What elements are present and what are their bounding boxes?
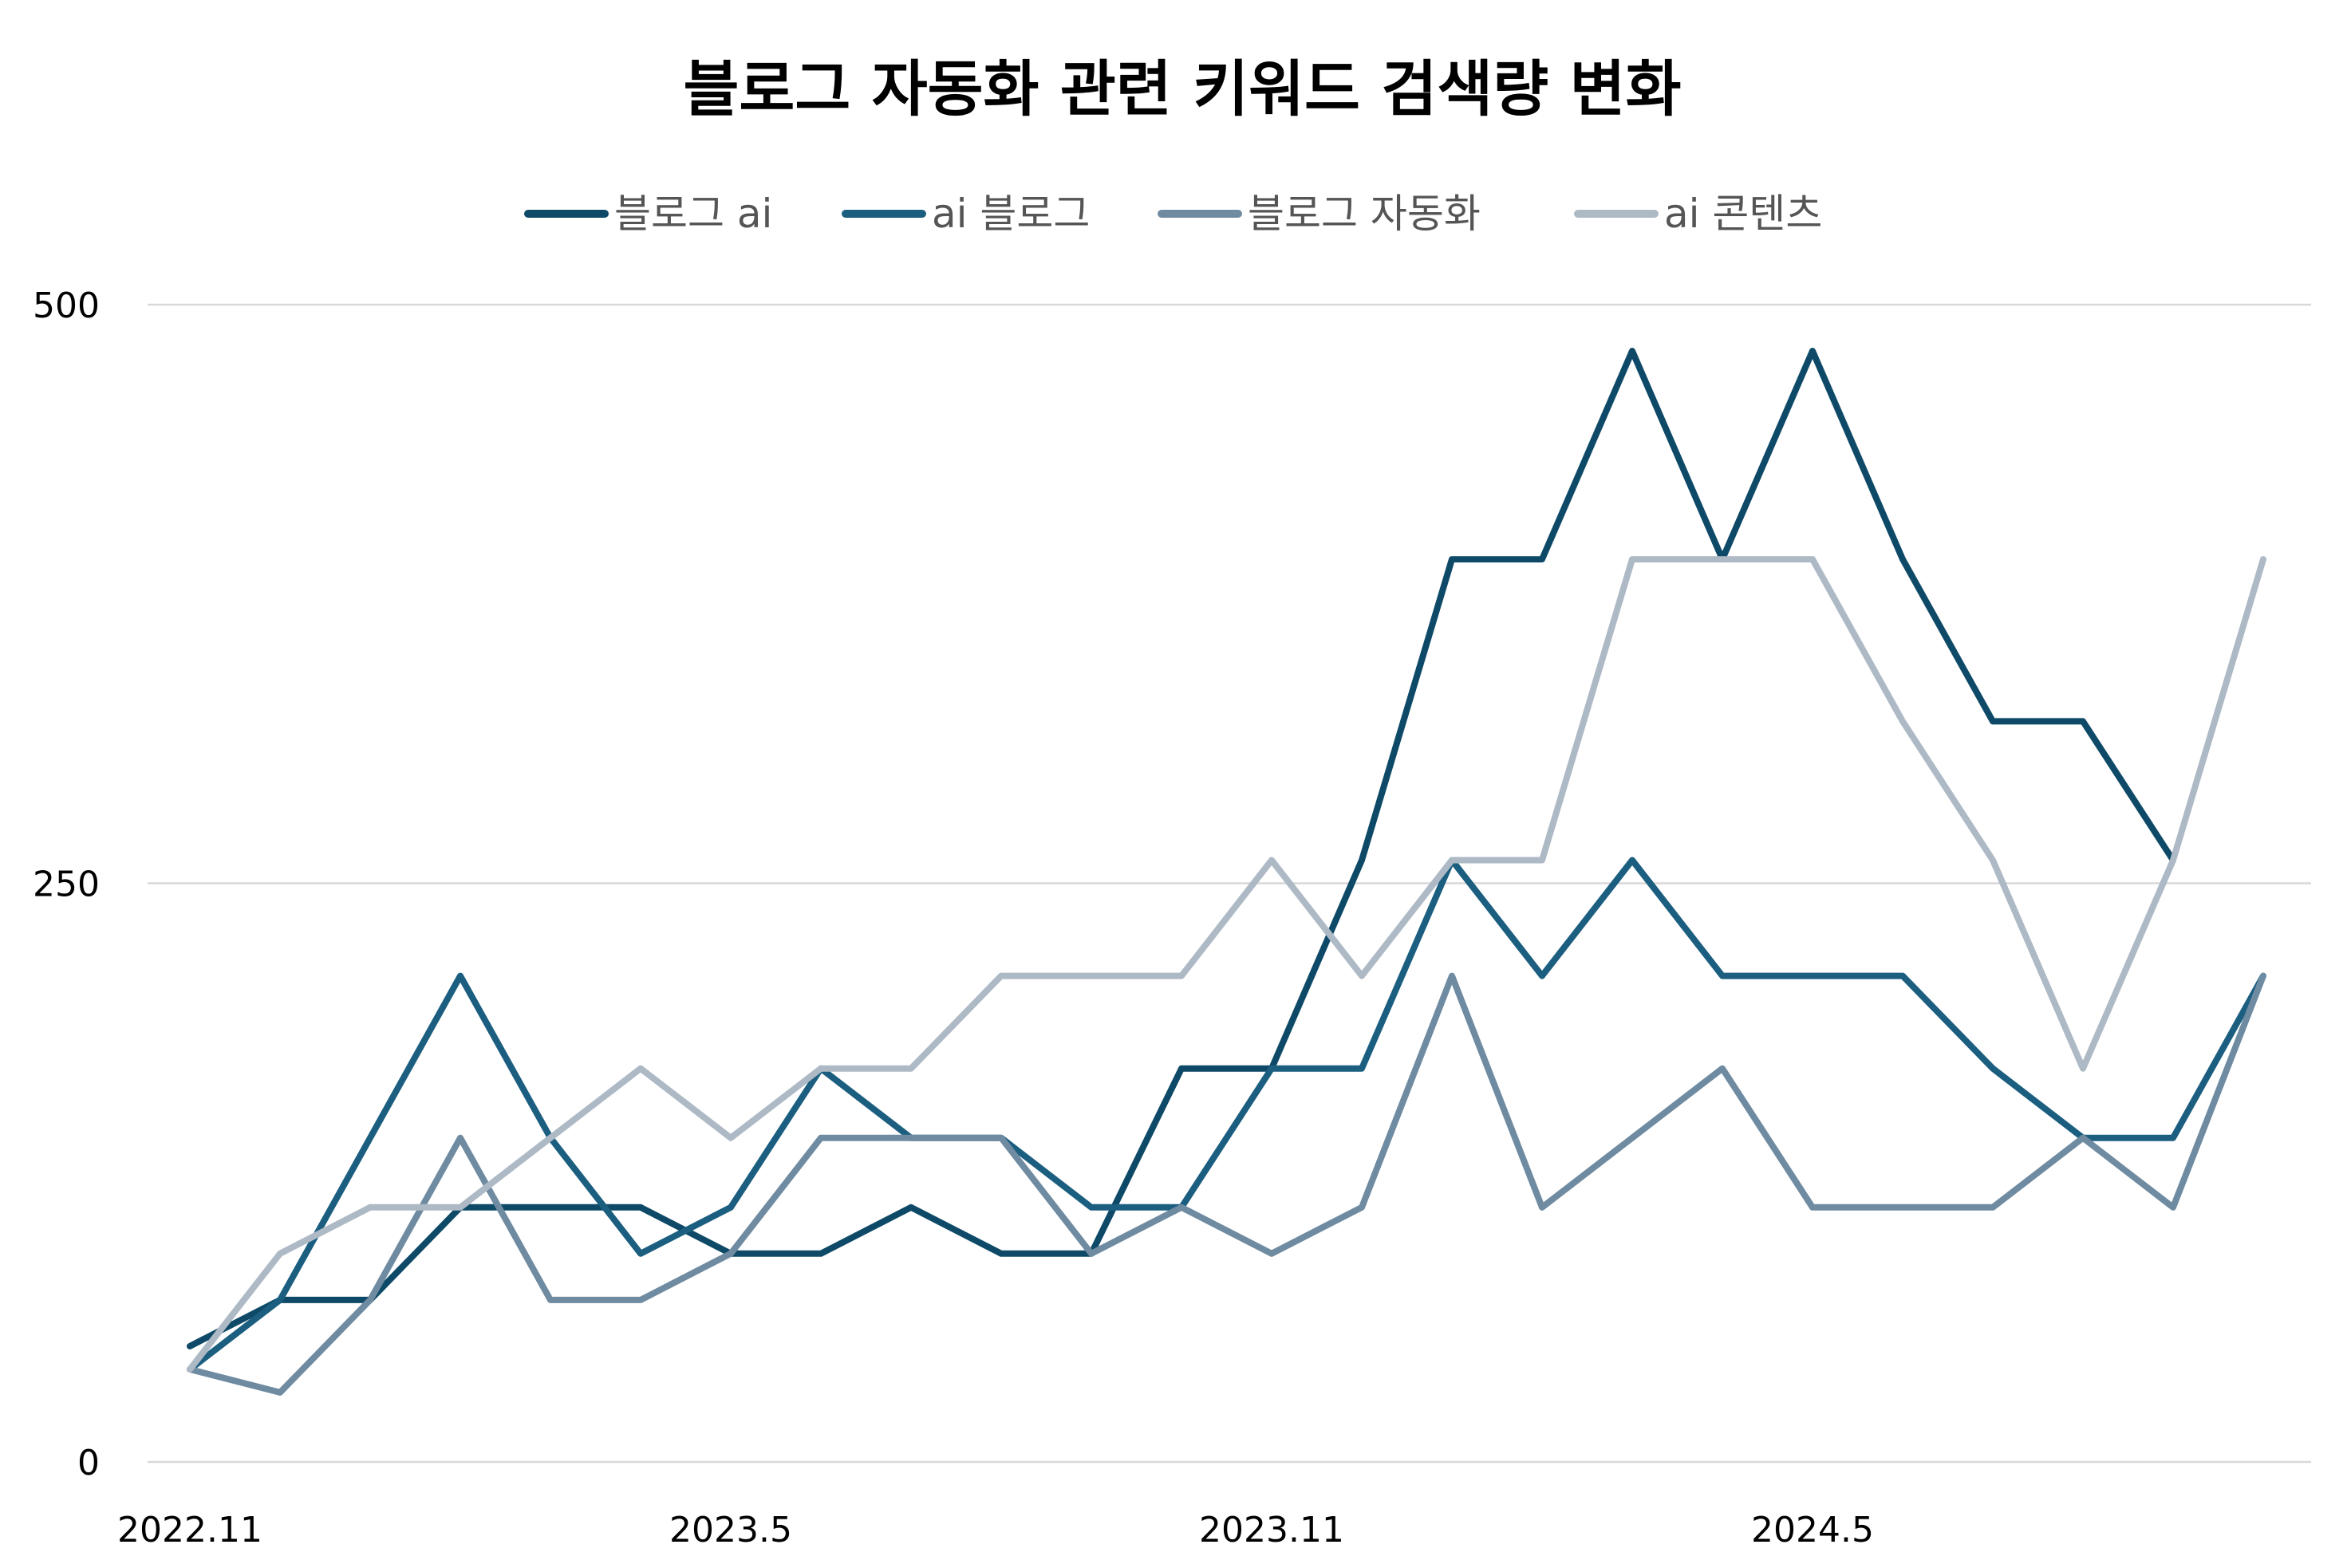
y-tick-label: 500 — [33, 286, 100, 326]
y-tick-label: 250 — [33, 865, 100, 905]
legend-item-4: ai 콘텐츠 — [1574, 191, 1822, 237]
series-3 — [187, 972, 2266, 1396]
x-tick-label: 2024.5 — [1751, 1510, 1874, 1550]
chart-title: 블로그 자동화 관련 키워드 검색량 변화 — [683, 53, 1681, 124]
y-axis: 0 250 500 — [33, 286, 100, 1483]
legend-item-2: ai 블로그 — [842, 191, 1090, 237]
series-1 — [187, 348, 2176, 1349]
legend: 블로그 ai ai 블로그 블로그 자동화 ai 콘텐츠 — [524, 191, 1822, 237]
series-2 — [187, 857, 2266, 1373]
legend-label: 블로그 ai — [614, 191, 772, 237]
x-axis: 2022.11 2023.5 2023.11 2024.5 — [117, 1510, 1874, 1550]
legend-label: ai 블로그 — [932, 191, 1090, 237]
gridlines — [148, 303, 2311, 1464]
series-4 — [187, 556, 2266, 1373]
plot-area — [187, 348, 2266, 1396]
series-line — [187, 348, 2176, 1349]
series-line — [187, 972, 2266, 1396]
legend-item-1: 블로그 ai — [524, 191, 772, 237]
y-tick-label: 0 — [77, 1443, 100, 1483]
x-tick-label: 2023.5 — [669, 1510, 792, 1550]
legend-item-3: 블로그 자동화 — [1158, 191, 1481, 237]
series-line — [187, 857, 2266, 1373]
legend-label: 블로그 자동화 — [1248, 191, 1481, 237]
legend-label: ai 콘텐츠 — [1664, 191, 1822, 237]
series-line — [187, 556, 2266, 1373]
x-tick-label: 2022.11 — [117, 1510, 262, 1550]
x-tick-label: 2023.11 — [1199, 1510, 1344, 1550]
